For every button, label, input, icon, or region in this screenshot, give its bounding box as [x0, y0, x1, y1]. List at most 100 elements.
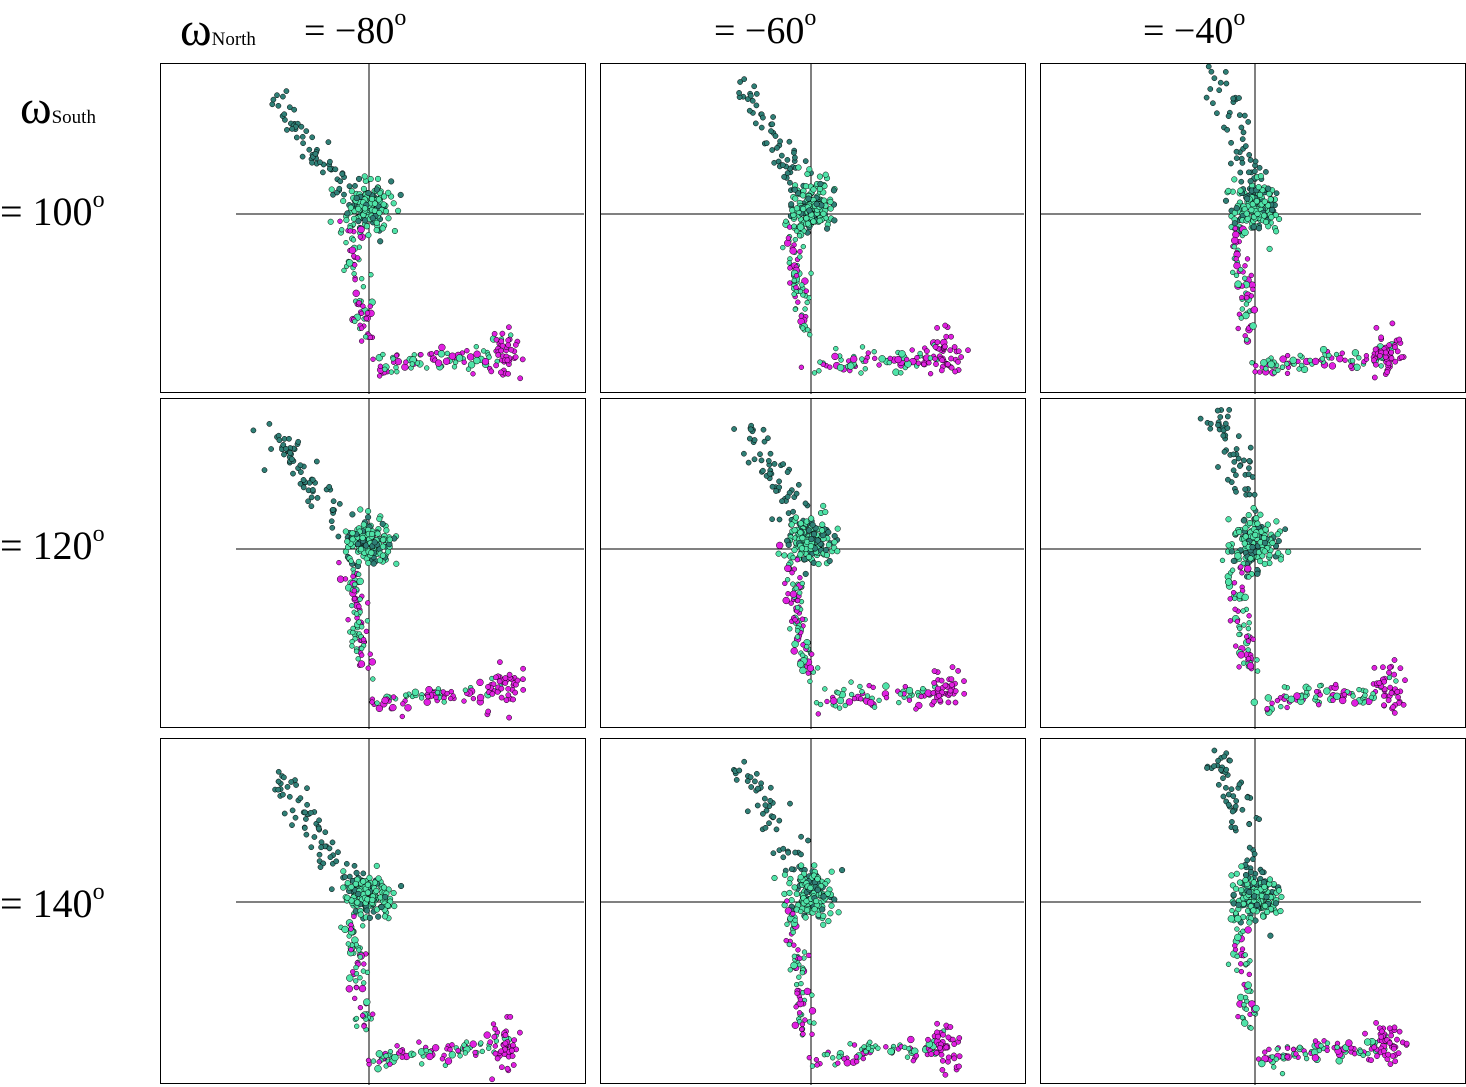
data-point-magenta — [1396, 336, 1403, 343]
data-point-dark-teal — [763, 807, 770, 814]
data-point-magenta — [350, 573, 356, 580]
data-point-dark-teal — [355, 890, 362, 897]
data-point-light-green — [354, 899, 361, 906]
data-point-light-green — [815, 561, 822, 568]
data-point-light-green — [353, 611, 360, 617]
data-point-magenta — [1351, 699, 1359, 707]
data-point-dark-teal — [339, 171, 346, 177]
data-point-light-green — [792, 306, 798, 313]
data-point-light-green — [796, 974, 802, 980]
data-point-dark-teal — [776, 516, 783, 523]
data-point-dark-teal — [798, 833, 804, 840]
data-point-magenta — [1234, 618, 1241, 625]
data-point-magenta — [1316, 702, 1322, 708]
data-point-magenta — [1252, 369, 1258, 375]
data-point-magenta — [353, 984, 360, 991]
data-point-magenta — [1255, 1056, 1262, 1062]
data-point-light-green — [793, 585, 799, 591]
data-point-light-green — [790, 581, 796, 587]
data-point-magenta — [806, 664, 815, 672]
data-point-magenta — [798, 364, 805, 370]
data-point-light-green — [1261, 212, 1268, 219]
data-point-light-green — [876, 697, 882, 704]
data-point-light-green — [818, 527, 826, 534]
data-point-light-green — [901, 1044, 908, 1050]
scatter-plot-r3-c2 — [601, 739, 1024, 1085]
data-point-dark-teal — [1220, 432, 1227, 439]
data-point-magenta — [1238, 968, 1245, 975]
data-point-magenta — [1382, 354, 1389, 361]
data-point-magenta — [469, 1040, 477, 1048]
data-point-magenta — [797, 955, 803, 962]
data-point-magenta — [808, 1007, 817, 1015]
data-point-magenta — [799, 1021, 806, 1027]
data-point-dark-teal — [784, 157, 791, 163]
data-point-light-green — [820, 502, 827, 509]
data-point-light-green — [1266, 552, 1273, 559]
data-point-light-green — [813, 700, 820, 706]
data-point-light-green — [1264, 908, 1271, 916]
data-point-light-green — [1246, 574, 1252, 580]
data-point-magenta — [1387, 684, 1394, 691]
data-point-magenta — [1239, 570, 1245, 576]
data-point-light-green — [1326, 352, 1332, 359]
data-point-magenta — [853, 1054, 860, 1060]
data-point-dark-teal — [1230, 891, 1237, 898]
data-point-magenta — [1264, 706, 1270, 712]
scatter-plot-r1-c2 — [601, 64, 1024, 394]
data-point-light-green — [1219, 557, 1226, 564]
data-point-magenta — [956, 1053, 963, 1060]
data-point-dark-teal — [297, 795, 304, 801]
data-point-light-green — [359, 276, 365, 282]
data-point-light-green — [810, 186, 817, 193]
data-point-light-green — [345, 941, 351, 947]
data-point-magenta — [806, 1055, 812, 1061]
data-point-dark-teal — [365, 190, 372, 197]
data-point-light-green — [1250, 879, 1257, 886]
data-point-light-green — [917, 350, 923, 357]
data-point-dark-teal — [736, 767, 743, 774]
data-point-light-green — [360, 878, 367, 885]
data-point-dark-teal — [1197, 415, 1204, 422]
data-point-magenta — [948, 333, 954, 340]
data-point-light-green — [864, 693, 871, 699]
data-point-dark-teal — [1275, 537, 1282, 545]
data-point-dark-teal — [765, 435, 771, 442]
data-point-dark-teal — [802, 570, 809, 577]
data-point-dark-teal — [311, 834, 318, 840]
data-point-magenta — [1290, 1046, 1297, 1053]
data-point-dark-teal — [788, 866, 795, 872]
data-point-light-green — [1254, 520, 1261, 527]
data-point-light-green — [822, 686, 828, 692]
data-point-dark-teal — [336, 501, 343, 507]
data-point-dark-teal — [1238, 178, 1245, 185]
data-point-magenta — [790, 911, 796, 917]
data-point-dark-teal — [1246, 889, 1253, 896]
data-point-dark-teal — [275, 102, 282, 109]
data-point-dark-teal — [1250, 223, 1257, 230]
data-point-dark-teal — [831, 217, 838, 224]
data-point-light-green — [1363, 1038, 1372, 1046]
data-point-magenta — [401, 363, 409, 371]
data-point-light-green — [1253, 198, 1260, 205]
data-point-light-green — [350, 629, 356, 636]
data-point-magenta — [1386, 669, 1392, 676]
data-point-magenta — [1363, 353, 1370, 359]
data-point-magenta — [367, 334, 374, 341]
data-point-magenta — [793, 284, 799, 291]
data-point-magenta — [1233, 256, 1239, 262]
data-point-light-green — [360, 968, 367, 974]
data-point-magenta — [491, 330, 498, 337]
data-point-dark-teal — [275, 768, 282, 775]
data-point-light-green — [1243, 210, 1250, 217]
data-point-dark-teal — [308, 503, 315, 510]
data-point-dark-teal — [767, 450, 774, 457]
data-point-magenta — [926, 360, 932, 366]
data-point-magenta — [498, 338, 505, 345]
data-point-magenta — [955, 348, 962, 355]
data-point-light-green — [1239, 1014, 1245, 1021]
data-point-light-green — [1248, 1025, 1254, 1031]
data-point-magenta — [1342, 357, 1348, 363]
data-point-magenta — [1339, 696, 1347, 705]
data-point-magenta — [1388, 349, 1395, 356]
